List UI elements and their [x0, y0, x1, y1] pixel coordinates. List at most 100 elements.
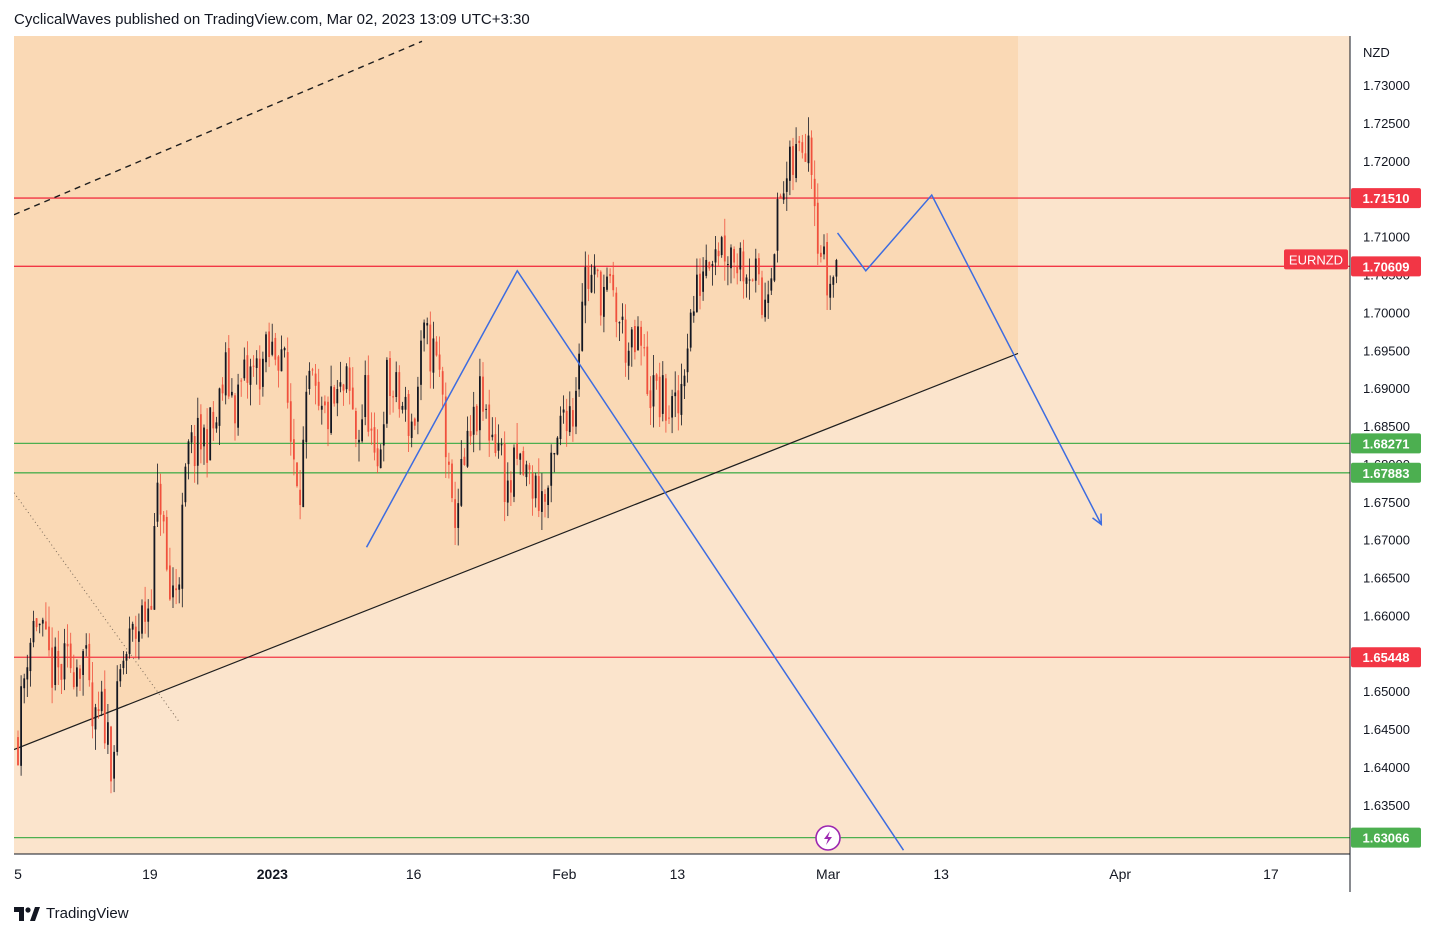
candle-body — [627, 350, 630, 366]
candle-body — [268, 331, 270, 357]
candle-body — [57, 650, 60, 668]
candle-body — [320, 405, 323, 410]
x-tick-label: Feb — [552, 866, 576, 882]
candle-body — [200, 414, 202, 450]
candle-body — [674, 392, 677, 397]
y-tick-label: 1.66500 — [1363, 571, 1410, 586]
dotted-decline-line[interactable] — [14, 492, 181, 724]
candle-body — [702, 271, 704, 292]
candle-body — [277, 356, 280, 371]
candle-body — [237, 384, 239, 428]
y-tick-label: 1.67000 — [1363, 533, 1410, 548]
candle-body — [792, 146, 794, 175]
candle-body — [420, 340, 422, 385]
candle-body — [438, 354, 441, 370]
candle-body — [218, 388, 221, 426]
candle-body — [816, 202, 819, 254]
candle-body — [45, 621, 47, 630]
symbol-tag[interactable] — [1284, 249, 1348, 270]
candle-body — [193, 436, 196, 467]
y-tick-label: 1.66000 — [1363, 608, 1410, 623]
candle-body — [596, 269, 599, 272]
candle-body — [801, 142, 804, 153]
price-level-tag-3 — [1351, 462, 1421, 483]
candle-body — [51, 647, 53, 688]
candle-body — [723, 235, 726, 262]
candle-body — [289, 401, 292, 442]
candle-body — [20, 686, 22, 766]
candle-body — [196, 417, 199, 466]
candle-body — [751, 279, 754, 281]
y-tick-label: 1.72500 — [1363, 116, 1410, 131]
candle-body — [652, 375, 655, 407]
candle-body — [302, 439, 305, 508]
candle-body — [379, 449, 382, 469]
projection-path-0[interactable] — [365, 269, 905, 851]
candle-body — [730, 247, 732, 269]
candle-body — [454, 499, 456, 528]
candle-body — [559, 415, 562, 440]
candle-body — [144, 601, 146, 622]
candle-body — [271, 341, 274, 355]
lightning-bolt-icon — [824, 831, 832, 845]
candle-body — [537, 476, 540, 511]
candle-body — [243, 359, 246, 379]
candle-body — [150, 605, 153, 610]
candle-body — [308, 370, 311, 390]
candle-body — [330, 386, 332, 433]
candle-body — [283, 348, 286, 351]
candle-body — [110, 726, 112, 782]
candle-body — [63, 643, 66, 680]
candle-body — [770, 278, 773, 291]
candle-body — [621, 316, 624, 320]
candle-body — [296, 462, 298, 487]
x-tick-label: Mar — [816, 866, 840, 882]
projection-path-1[interactable] — [836, 193, 1102, 525]
price-level-tag-2 — [1351, 433, 1421, 454]
candle-body — [671, 396, 673, 418]
ascending-trendline[interactable] — [14, 352, 1019, 751]
candle-body — [826, 241, 828, 296]
candle-body — [599, 271, 602, 316]
candle-body — [658, 376, 661, 418]
candle-body — [311, 369, 314, 371]
candle-body — [38, 623, 41, 626]
candle-body — [469, 431, 472, 437]
candle-body — [398, 372, 401, 410]
price-level-value: 1.67883 — [1363, 466, 1410, 481]
candle-body — [212, 411, 215, 429]
candle-body — [782, 193, 785, 200]
candle-body — [562, 409, 565, 413]
candle-body — [624, 319, 627, 363]
candle-body — [500, 444, 503, 446]
upper-channel-line[interactable] — [14, 40, 423, 216]
footer-brand[interactable]: TradingView — [14, 905, 129, 922]
candle-body — [107, 722, 109, 745]
candle-body — [708, 261, 711, 269]
candle-body — [699, 273, 701, 296]
candle-body — [423, 322, 425, 339]
candle-body — [376, 448, 379, 467]
candle-body — [162, 514, 165, 522]
candle-body — [686, 348, 689, 373]
candle-body — [541, 491, 543, 512]
candle-body — [386, 359, 388, 424]
candle-body — [705, 259, 708, 276]
candle-body — [444, 396, 447, 458]
candle-body — [761, 277, 763, 315]
y-tick-label: 1.73000 — [1363, 78, 1410, 93]
candle-body — [773, 254, 776, 281]
candle-body — [646, 346, 649, 395]
candle-body — [389, 358, 391, 397]
candle-body — [609, 273, 611, 277]
candle-body — [175, 588, 177, 591]
candle-body — [680, 383, 683, 415]
price-level-tag-5 — [1351, 827, 1421, 848]
candle-body — [138, 631, 140, 642]
candle-body — [209, 407, 212, 461]
price-level-tag-4 — [1351, 647, 1421, 668]
candle-body — [265, 334, 267, 363]
candle-body — [351, 387, 354, 410]
